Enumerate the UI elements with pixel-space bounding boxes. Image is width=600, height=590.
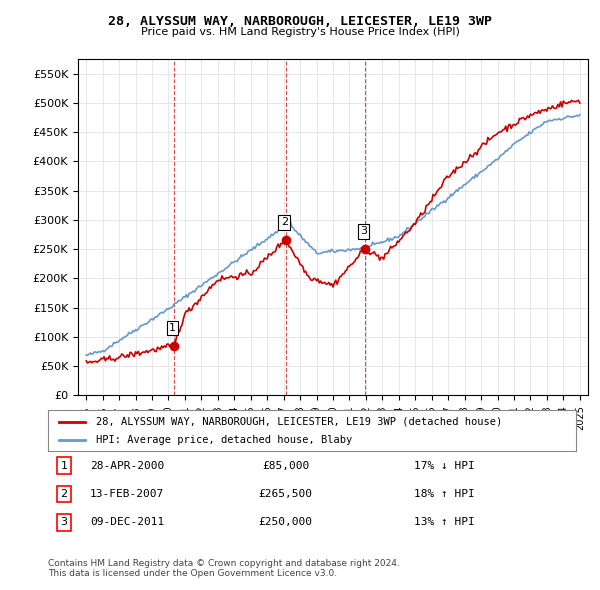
Text: 18% ↑ HPI: 18% ↑ HPI	[413, 489, 475, 499]
Text: HPI: Average price, detached house, Blaby: HPI: Average price, detached house, Blab…	[95, 435, 352, 445]
Text: 28, ALYSSUM WAY, NARBOROUGH, LEICESTER, LE19 3WP: 28, ALYSSUM WAY, NARBOROUGH, LEICESTER, …	[108, 15, 492, 28]
Text: 2: 2	[60, 489, 67, 499]
Text: Contains HM Land Registry data © Crown copyright and database right 2024.
This d: Contains HM Land Registry data © Crown c…	[48, 559, 400, 578]
Text: 1: 1	[61, 461, 67, 471]
Text: 13% ↑ HPI: 13% ↑ HPI	[413, 517, 475, 527]
Text: 3: 3	[360, 227, 367, 237]
Text: 17% ↓ HPI: 17% ↓ HPI	[413, 461, 475, 471]
Text: 28, ALYSSUM WAY, NARBOROUGH, LEICESTER, LE19 3WP (detached house): 28, ALYSSUM WAY, NARBOROUGH, LEICESTER, …	[95, 417, 502, 427]
Text: £265,500: £265,500	[259, 489, 313, 499]
Text: 09-DEC-2011: 09-DEC-2011	[90, 517, 164, 527]
Text: 2: 2	[281, 217, 288, 227]
Text: Price paid vs. HM Land Registry's House Price Index (HPI): Price paid vs. HM Land Registry's House …	[140, 27, 460, 37]
Text: £250,000: £250,000	[259, 517, 313, 527]
Text: 13-FEB-2007: 13-FEB-2007	[90, 489, 164, 499]
Text: 28-APR-2000: 28-APR-2000	[90, 461, 164, 471]
Text: 3: 3	[61, 517, 67, 527]
Text: £85,000: £85,000	[262, 461, 309, 471]
Text: 1: 1	[169, 323, 176, 333]
